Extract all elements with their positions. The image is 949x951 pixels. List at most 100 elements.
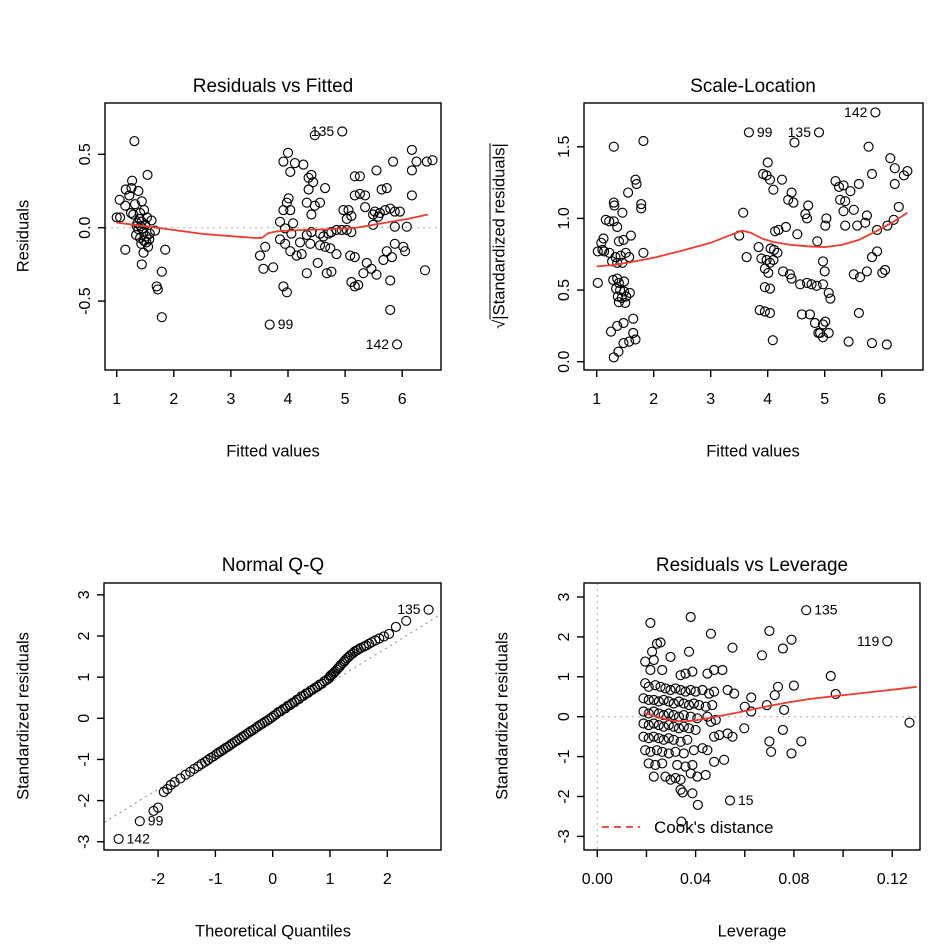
data-point (383, 628, 395, 639)
data-point (645, 617, 656, 628)
data-point (331, 249, 342, 260)
xlabel-fitted-values-1: Fitted values (226, 442, 320, 461)
y-tick-label: 0.0 (556, 350, 573, 372)
data-point (784, 269, 795, 280)
data-point (687, 666, 698, 677)
data-point (682, 734, 693, 745)
x-tick-label: -2 (151, 871, 165, 888)
data-point (136, 259, 147, 270)
data-point (680, 668, 691, 679)
data-point (688, 698, 699, 709)
data-point (861, 210, 872, 221)
data-point (138, 247, 149, 258)
data-point (820, 220, 831, 231)
data-point (700, 701, 711, 712)
data-point (323, 228, 334, 239)
y-tick-label: 1.0 (556, 207, 573, 229)
data-point (281, 287, 292, 298)
data-point (838, 180, 849, 191)
data-point (618, 338, 629, 349)
data-point (792, 229, 803, 240)
outlier-point (801, 605, 812, 616)
data-point (772, 681, 784, 692)
data-point (278, 281, 289, 292)
data-point (739, 723, 750, 734)
data-point (148, 805, 159, 816)
data-point (643, 694, 654, 705)
data-point (881, 339, 892, 350)
data-point (599, 246, 610, 257)
outlier-label: 135 (311, 123, 335, 139)
qq-reference-line (103, 613, 442, 823)
data-point (196, 758, 207, 770)
data-point (144, 234, 155, 245)
data-point (608, 352, 619, 363)
outlier-point (134, 816, 145, 827)
data-point (710, 714, 721, 725)
data-point (371, 269, 382, 280)
data-point (692, 713, 703, 724)
data-point (768, 184, 779, 195)
data-point (801, 277, 813, 288)
data-point (621, 291, 632, 302)
data-point (786, 748, 797, 759)
data-point (325, 243, 336, 254)
data-point (213, 747, 224, 758)
data-point (291, 250, 302, 261)
data-point (648, 771, 659, 782)
data-point (665, 651, 676, 662)
data-point (796, 309, 807, 320)
data-point (624, 336, 635, 347)
data-point (280, 223, 291, 234)
data-point (768, 244, 780, 255)
x-tick-label: 4 (284, 391, 293, 408)
data-point (274, 216, 286, 227)
plot-frame (583, 102, 924, 371)
data-point (345, 250, 356, 261)
data-point (258, 263, 269, 274)
data-point (320, 183, 331, 194)
y-tick-label: 2 (76, 631, 93, 640)
data-point (812, 236, 823, 247)
data-point (773, 224, 784, 235)
data-point (683, 646, 695, 657)
data-point (303, 184, 314, 195)
data-point (285, 166, 296, 177)
data-point (685, 768, 696, 779)
data-point (843, 336, 854, 347)
data-point (142, 169, 153, 180)
data-point (630, 334, 641, 345)
data-point (386, 252, 397, 263)
y-tick-label: 0.5 (556, 279, 573, 301)
data-point (796, 736, 807, 747)
data-point (882, 220, 893, 231)
data-point (175, 773, 186, 784)
data-point (658, 721, 669, 732)
data-point (800, 209, 811, 220)
data-point (683, 700, 695, 711)
data-point (705, 628, 716, 639)
smoother-line (116, 213, 429, 239)
data-point (817, 256, 829, 267)
panel-scale-location: 99 135 142 1 2 3 4 5 6 0.0 0.5 1.0 1.5 (556, 102, 924, 408)
data-point (776, 174, 788, 185)
plot-frame (583, 582, 921, 851)
data-point (709, 664, 720, 676)
data-point (360, 190, 371, 201)
outlier-label: 99 (148, 813, 164, 829)
data-point (421, 156, 432, 167)
data-point (729, 688, 740, 699)
x-tick-label: 3 (226, 391, 235, 408)
data-point (617, 207, 628, 218)
data-point (738, 207, 749, 218)
data-point (260, 241, 271, 252)
data-point (766, 746, 777, 757)
data-point (406, 144, 417, 155)
x-tick-label: 1 (112, 391, 121, 408)
data-point (885, 153, 896, 164)
data-point (624, 287, 635, 298)
data-point (283, 193, 294, 204)
panel-residuals-vs-fitted: 135 99 142 1 2 3 4 5 6 -0.5 0.0 0.5 (77, 102, 442, 408)
data-point (817, 279, 829, 290)
